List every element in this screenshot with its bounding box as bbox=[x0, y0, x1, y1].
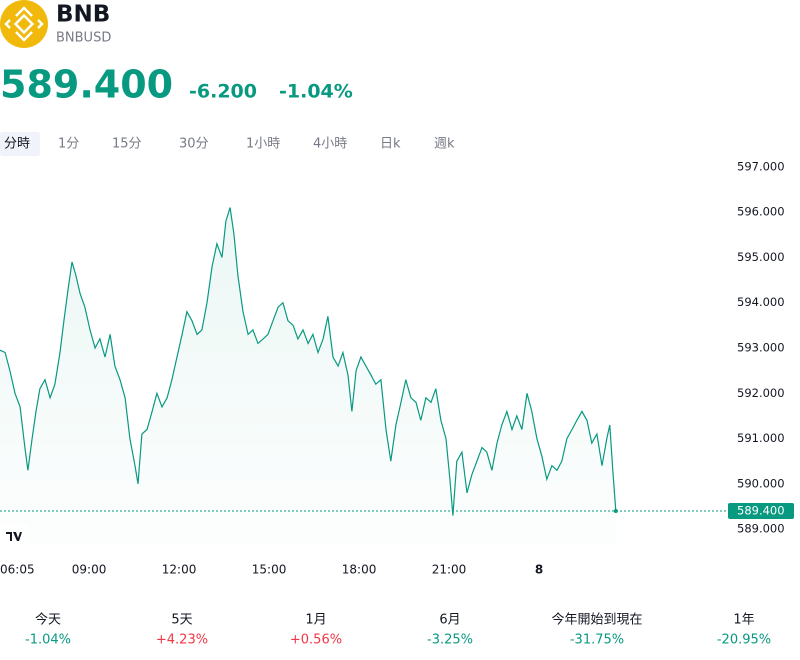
period-label[interactable]: 6月 bbox=[439, 613, 460, 628]
area bbox=[0, 207, 616, 545]
last-point bbox=[613, 509, 618, 514]
symbol: BNB bbox=[56, 2, 110, 28]
tv-logo bbox=[0, 523, 28, 549]
chart: 589.000 590.000 591.000 592.000 593.000 594.0… bbox=[0, 159, 794, 577]
x-tick-label: 15:00 bbox=[252, 563, 287, 577]
y-tick-label: 596.000 bbox=[737, 205, 785, 219]
x-tick-label: 8 bbox=[535, 563, 543, 577]
period-label[interactable]: 5天 bbox=[171, 613, 192, 628]
tab[interactable]: 分時 bbox=[4, 137, 30, 152]
y-tick-label: 591.000 bbox=[737, 431, 785, 445]
performance: 今天 -1.04% 5天 +4.23% 1月 +0.56% 6月 -3.25% 今年開始到現在 -… bbox=[25, 612, 771, 648]
y-tick-label: 592.000 bbox=[737, 386, 785, 400]
tab[interactable]: 30分 bbox=[179, 137, 209, 152]
tab[interactable]: 日k bbox=[380, 137, 401, 152]
last-price-label: 589.400 bbox=[737, 504, 785, 518]
x-tick-label: 21:00 bbox=[432, 563, 467, 577]
period-change[interactable]: -3.25% bbox=[427, 633, 473, 648]
period-label[interactable]: 今年開始到現在 bbox=[551, 612, 642, 628]
y-tick-label: 589.000 bbox=[737, 522, 785, 536]
tab-active-bg bbox=[0, 132, 40, 156]
tab[interactable]: 週k bbox=[434, 137, 455, 152]
price-line bbox=[0, 207, 617, 516]
x-tick-label: 09:00 bbox=[72, 563, 107, 577]
period-label[interactable]: 1月 bbox=[305, 613, 326, 628]
tabs: 分時 1分 15分 30分 1小時 4小時 日k 週k bbox=[0, 132, 455, 156]
y-tick-label: 594.000 bbox=[737, 295, 785, 309]
period-change[interactable]: +4.23% bbox=[156, 633, 208, 648]
period-label[interactable]: 1年 bbox=[733, 613, 754, 628]
change-pct: -1.04% bbox=[279, 81, 353, 103]
period-label[interactable]: 今天 bbox=[35, 612, 61, 628]
period-change[interactable]: +0.56% bbox=[290, 633, 342, 648]
tab[interactable]: 1分 bbox=[58, 137, 79, 152]
y-tick-label: 590.000 bbox=[737, 476, 785, 490]
change: -6.200 bbox=[189, 81, 257, 103]
tab[interactable]: 4小時 bbox=[313, 137, 347, 152]
tab[interactable]: 1小時 bbox=[246, 137, 280, 152]
period-change[interactable]: -31.75% bbox=[570, 633, 624, 648]
x-tick-label: 06:05 bbox=[0, 563, 35, 577]
y-tick-label: 595.000 bbox=[737, 250, 785, 264]
x-tick-label: 18:00 bbox=[342, 563, 377, 577]
last-price-badge bbox=[728, 503, 794, 520]
price: 589.400 bbox=[0, 63, 173, 107]
pair: BNBUSD bbox=[56, 31, 111, 46]
y-tick-label: 593.000 bbox=[737, 340, 785, 354]
tab[interactable]: 15分 bbox=[112, 137, 142, 152]
y-tick-label: 597.000 bbox=[737, 159, 785, 173]
x-tick-label: 12:00 bbox=[162, 563, 197, 577]
period-change[interactable]: -20.95% bbox=[717, 633, 771, 648]
logo bbox=[0, 0, 48, 48]
period-change[interactable]: -1.04% bbox=[25, 633, 71, 648]
